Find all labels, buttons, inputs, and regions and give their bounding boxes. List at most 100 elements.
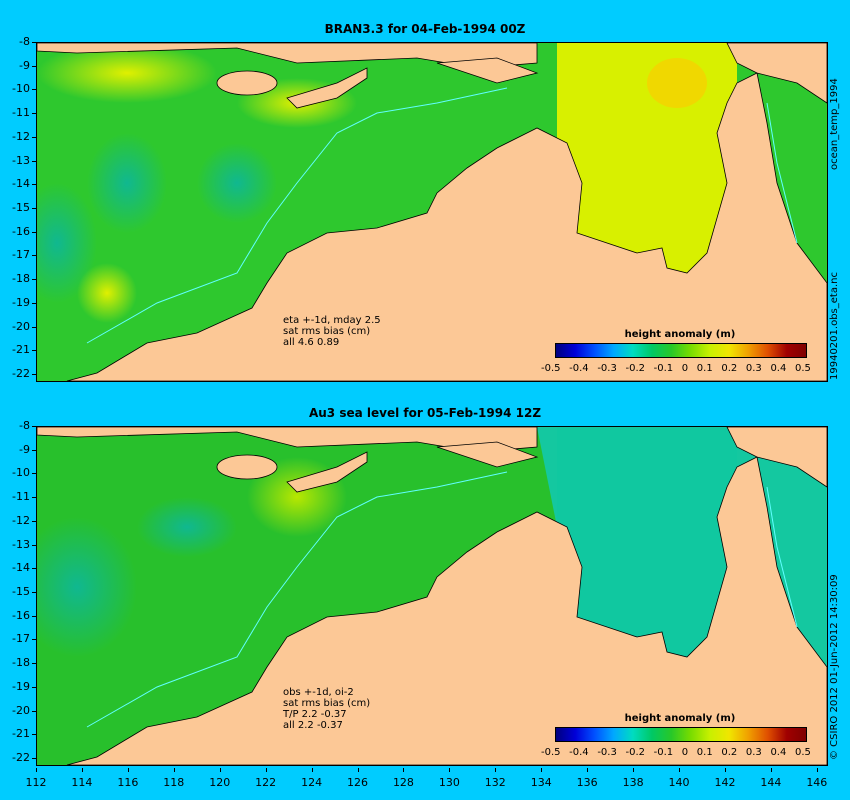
bottom-map-panel: obs +-1d, oi-2 sat rms bias (cm) T/P 2.2… xyxy=(36,426,828,766)
lat-tick-label: -18 xyxy=(12,272,30,286)
lon-tick-mark xyxy=(633,768,635,772)
lon-tick-label: 118 xyxy=(163,776,185,789)
australia-landmass xyxy=(66,72,827,381)
lat-tick-label: -19 xyxy=(12,679,30,693)
lat-tick-mark xyxy=(32,231,36,233)
lat-tick-mark xyxy=(32,615,36,617)
bottom-side-label: © CSIRO 2012 01-Jun-2012 14:30:09 xyxy=(829,574,840,760)
lat-tick-label: -9 xyxy=(19,442,30,456)
lat-tick-mark xyxy=(32,208,36,209)
lat-tick-label: -22 xyxy=(12,751,30,764)
lon-tick-mark xyxy=(265,768,267,772)
lon-tick-mark xyxy=(36,768,37,772)
lat-tick-label: -20 xyxy=(12,703,30,717)
lat-tick-label: -9 xyxy=(19,58,30,72)
colorbar-tick-label: 0.4 xyxy=(770,363,787,374)
lat-tick-mark xyxy=(32,42,36,43)
lat-tick-mark xyxy=(32,520,36,522)
lon-tick-mark xyxy=(403,768,405,772)
colorbar-tick-label: -0.2 xyxy=(625,747,645,758)
bottom-stats-note: obs +-1d, oi-2 sat rms bias (cm) T/P 2.2… xyxy=(283,687,370,731)
lon-tick-label: 138 xyxy=(622,776,644,789)
lat-tick-mark xyxy=(32,184,36,186)
top-side-label-2: ocean_temp_1994 xyxy=(829,78,840,170)
lon-tick-mark xyxy=(679,768,681,772)
lon-tick-label: 136 xyxy=(576,776,598,789)
note-line: all 2.2 -0.37 xyxy=(283,720,343,731)
lat-tick-mark xyxy=(32,89,36,91)
colorbar-tick-label: -0.4 xyxy=(569,747,589,758)
lon-tick-mark xyxy=(816,768,818,772)
note-line: all 4.6 0.89 xyxy=(283,337,340,348)
colorbar-tick-label: 0 xyxy=(681,747,689,758)
lon-tick-label: 134 xyxy=(530,776,552,789)
lat-tick-mark xyxy=(32,350,36,352)
lat-tick-mark xyxy=(32,113,36,115)
lat-tick-mark xyxy=(32,758,36,759)
colorbar-tick-label: 0.3 xyxy=(745,363,762,374)
lon-tick-label: 124 xyxy=(301,776,323,789)
lon-tick-mark xyxy=(311,768,313,772)
bottom-map-title: Au3 sea level for 05-Feb-1994 12Z xyxy=(308,406,542,420)
note-line: obs +-1d, oi-2 xyxy=(283,687,354,698)
lat-tick-mark xyxy=(32,639,36,641)
lat-tick-label: -21 xyxy=(12,343,30,357)
colorbar-tick-label: -0.3 xyxy=(597,363,617,374)
lon-tick-mark xyxy=(357,768,359,772)
colorbar-tick-label: 0.2 xyxy=(721,363,738,374)
lat-tick-label: -16 xyxy=(12,608,30,622)
lon-tick-label: 120 xyxy=(209,776,231,789)
lon-tick-label: 126 xyxy=(347,776,368,789)
colorbar-tick-label: 0 xyxy=(681,363,689,374)
lon-tick-mark xyxy=(724,768,726,772)
top-side-label: 19940201.obs_eta.nc xyxy=(829,272,840,380)
lat-tick-mark xyxy=(32,497,36,499)
top-colorbar xyxy=(555,343,807,358)
lat-tick-label: -17 xyxy=(12,632,30,646)
lon-tick-mark xyxy=(449,768,451,772)
lat-tick-label: -8 xyxy=(19,35,30,48)
lat-tick-mark xyxy=(32,544,36,546)
top-map-title: BRAN3.3 for 04-Feb-1994 00Z xyxy=(324,22,526,36)
lon-tick-mark xyxy=(770,768,772,772)
bottom-map-svg xyxy=(37,427,827,765)
top-colorbar-labels: -0.5 -0.4 -0.3 -0.2 -0.1 0 0.1 0.2 0.3 0.4 0.5 xyxy=(541,363,811,374)
lat-tick-label: -14 xyxy=(12,561,30,575)
lon-tick-label: 114 xyxy=(71,776,93,789)
lat-tick-mark xyxy=(32,568,36,570)
lat-tick-mark xyxy=(32,663,36,665)
lat-tick-label: -11 xyxy=(12,490,30,504)
lat-tick-mark xyxy=(32,136,36,138)
top-map-svg xyxy=(37,43,827,381)
lat-tick-label: -16 xyxy=(12,224,30,238)
top-stats-note: eta +-1d, mday 2.5 sat rms bias (cm) all… xyxy=(283,315,381,348)
colorbar-tick-label: 0.3 xyxy=(745,747,762,758)
lon-tick-mark xyxy=(495,768,497,772)
lat-tick-label: -10 xyxy=(12,466,30,480)
lat-tick-mark xyxy=(32,710,36,712)
note-line: T/P 2.2 -0.37 xyxy=(283,709,347,720)
bottom-colorbar xyxy=(555,727,807,742)
lat-tick-mark xyxy=(32,734,36,736)
lat-tick-mark xyxy=(32,255,36,257)
lat-tick-label: -15 xyxy=(12,201,30,214)
top-map-panel: eta +-1d, mday 2.5 sat rms bias (cm) all… xyxy=(36,42,828,382)
lat-tick-label: -11 xyxy=(12,106,30,120)
colorbar-tick-label: 0.5 xyxy=(794,363,811,374)
lat-tick-label: -19 xyxy=(12,295,30,309)
note-line: sat rms bias (cm) xyxy=(283,326,371,337)
note-line: eta +-1d, mday 2.5 xyxy=(283,315,381,326)
note-line: sat rms bias (cm) xyxy=(283,698,371,709)
lon-tick-label: 112 xyxy=(25,776,47,789)
top-colorbar-title: height anomaly (m) xyxy=(624,329,736,340)
lat-tick-label: -20 xyxy=(12,319,30,333)
lat-tick-label: -13 xyxy=(12,537,30,551)
lon-tick-mark xyxy=(219,768,221,772)
lat-tick-mark xyxy=(32,65,36,67)
lon-tick-label: 140 xyxy=(668,776,690,789)
lat-tick-mark xyxy=(32,279,36,281)
colorbar-tick-label: 0.1 xyxy=(696,363,713,374)
lon-tick-label: 146 xyxy=(806,776,828,789)
lon-tick-mark xyxy=(541,768,543,772)
lat-tick-mark xyxy=(32,302,36,304)
